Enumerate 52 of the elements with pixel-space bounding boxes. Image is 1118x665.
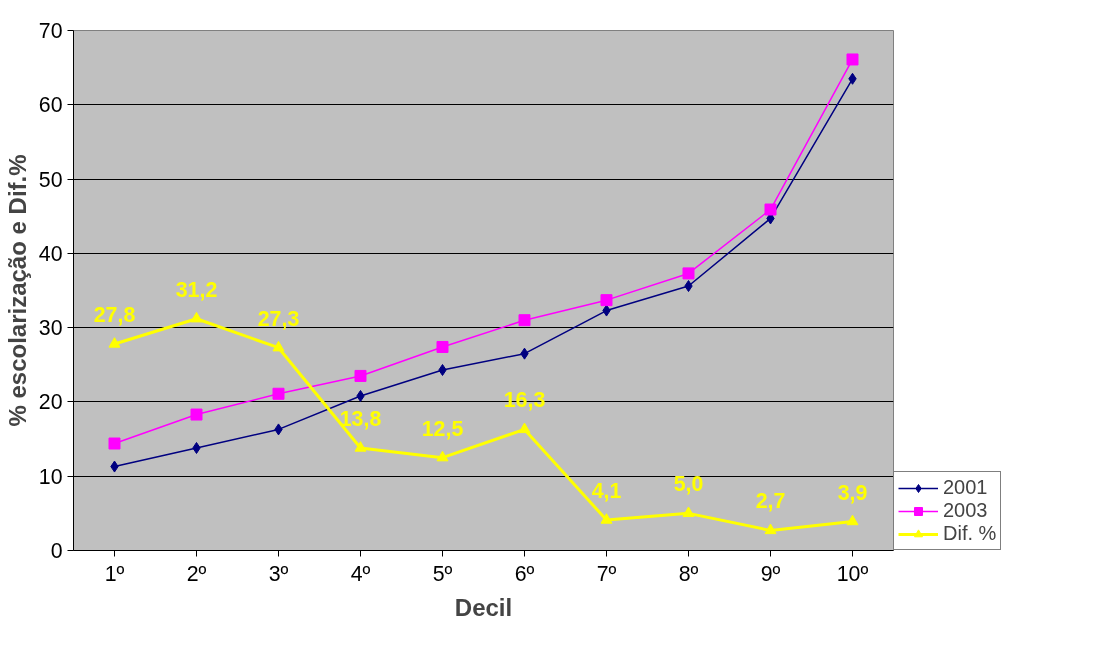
x-tick-label: 1º [104, 561, 125, 586]
point [108, 337, 121, 348]
data-label: 2,7 [755, 489, 786, 514]
point [272, 387, 285, 400]
data-label: 27,3 [257, 306, 300, 331]
data-label: 31,2 [175, 277, 218, 302]
y-tick-label: 40 [38, 241, 63, 266]
point [354, 369, 367, 382]
point [518, 314, 531, 327]
point [846, 514, 859, 526]
x-tick-label: 7º [596, 561, 617, 586]
x-axis-title: Decil [454, 593, 513, 621]
point [764, 203, 777, 216]
y-tick-label: 30 [38, 316, 63, 341]
x-tick-label: 3º [268, 561, 289, 586]
point [764, 523, 777, 535]
x-tick-label: 9º [760, 561, 781, 586]
x-tick-label: 4º [350, 561, 371, 586]
point [436, 450, 449, 462]
point [600, 294, 613, 307]
point [682, 506, 695, 518]
point [518, 422, 531, 434]
point [108, 437, 121, 450]
y-tick-label: 60 [38, 93, 63, 118]
y-axis-title: % escolarização e Dif.% [3, 154, 31, 427]
x-tick-label: 5º [432, 561, 453, 586]
point [354, 441, 367, 452]
data-label: 12,5 [421, 416, 464, 441]
point [682, 267, 695, 280]
y-tick-label: 0 [50, 539, 63, 563]
y-tick-label: 70 [38, 19, 63, 43]
x-tick-label: 2º [186, 561, 207, 586]
point [436, 340, 449, 353]
point [190, 408, 203, 421]
x-tick-label: 10º [836, 561, 869, 586]
y-tick-label: 50 [38, 167, 63, 192]
point [190, 311, 203, 323]
point [600, 513, 613, 524]
data-label: 4,1 [591, 479, 622, 504]
x-tick-label: 8º [678, 561, 699, 586]
point [846, 53, 859, 66]
data-label: 13,8 [339, 406, 382, 431]
data-label: 5,0 [673, 472, 704, 497]
point [272, 340, 285, 352]
data-label: 3,9 [837, 480, 868, 505]
data-label: 27,8 [93, 302, 136, 327]
y-tick-label: 20 [38, 390, 63, 415]
legend-label: Dif. % [943, 522, 997, 545]
legend-label: 2003 [943, 499, 988, 522]
legend-label: 2001 [943, 476, 988, 499]
x-tick-label: 6º [514, 561, 535, 586]
y-tick-label: 10 [38, 464, 63, 489]
